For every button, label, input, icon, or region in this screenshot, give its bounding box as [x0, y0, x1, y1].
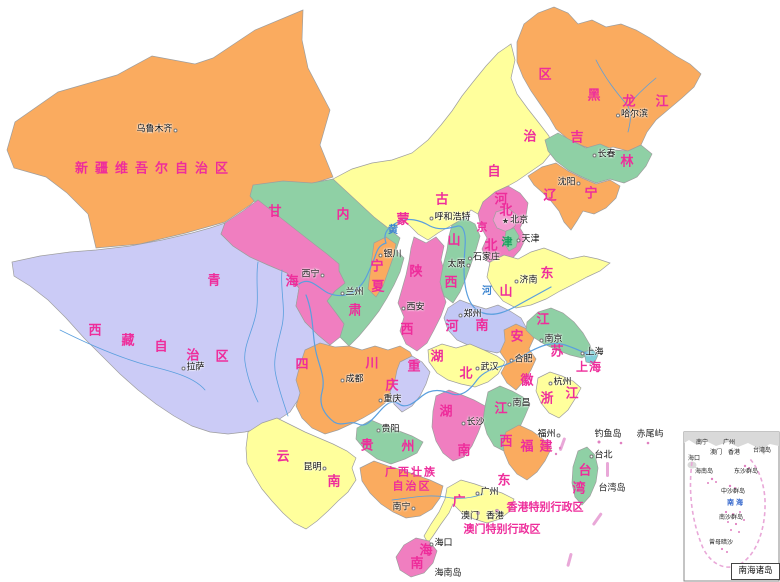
region-hongkong	[494, 508, 500, 514]
province-zhejiang	[535, 371, 582, 419]
inset-island-dots	[707, 464, 750, 553]
province-hunan	[431, 389, 486, 462]
songhua-river	[595, 59, 657, 133]
inset-title: 南海诸岛	[731, 563, 780, 580]
province-fujian	[502, 424, 552, 481]
inset-map	[683, 431, 780, 582]
nu-river	[274, 269, 289, 417]
province-shanghai	[583, 348, 599, 365]
lancang-river	[244, 261, 259, 403]
inset-mainland	[684, 432, 779, 449]
province-chongqing	[389, 355, 431, 413]
pearl-river	[391, 493, 484, 501]
province-tianjin	[503, 227, 520, 252]
yellow-river	[298, 218, 552, 315]
province-heilongjiang	[516, 6, 702, 152]
inset-taiwan	[759, 439, 768, 455]
province-shanxi	[439, 217, 481, 304]
rivers-layer	[59, 59, 657, 501]
province-sichuan	[295, 342, 416, 435]
province-guangxi	[359, 460, 444, 519]
province-hubei	[427, 343, 506, 388]
diaoyu-dots	[554, 440, 650, 456]
region-macau	[476, 511, 480, 515]
province-shaanxi	[397, 236, 447, 352]
province-ningxia	[367, 236, 397, 298]
province-qinghai	[220, 199, 346, 346]
province-shandong	[486, 247, 611, 309]
inset-frame	[683, 431, 780, 582]
province-xinjiang	[6, 9, 334, 249]
province-yunnan	[245, 417, 357, 530]
province-taiwan	[571, 446, 599, 506]
provinces-layer	[6, 6, 702, 578]
province-guangdong	[423, 479, 515, 544]
province-liaoning	[527, 162, 621, 231]
province-guizhou	[355, 419, 424, 465]
yangtze-river	[305, 294, 593, 426]
province-hainan	[395, 537, 438, 578]
yarlung-river	[59, 329, 206, 391]
province-jilin	[544, 132, 653, 184]
